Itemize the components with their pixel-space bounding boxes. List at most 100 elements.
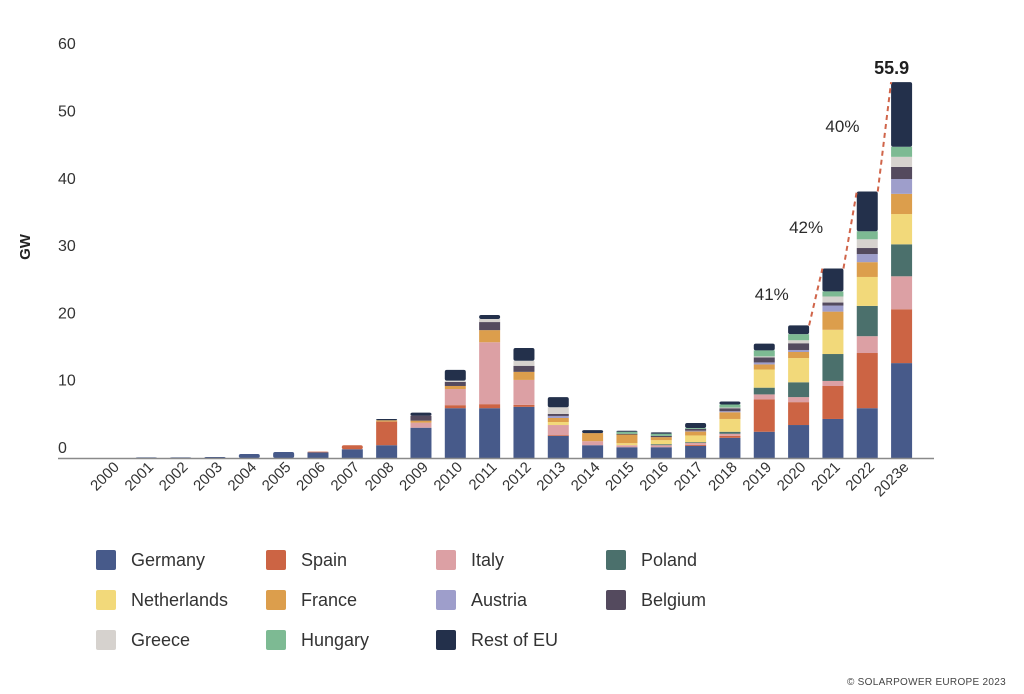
legend-swatch bbox=[266, 590, 286, 610]
bar-stack bbox=[547, 397, 569, 458]
bar-segment-spain bbox=[822, 385, 844, 419]
growth-dashed-line bbox=[808, 268, 824, 326]
bar-stack bbox=[479, 314, 501, 458]
bar-segment-italy bbox=[616, 445, 638, 448]
bar-segment-italy bbox=[547, 425, 569, 436]
bar-segment-spain bbox=[685, 444, 707, 446]
bar-segment-france bbox=[376, 420, 398, 422]
bar-segment-france bbox=[547, 417, 569, 422]
legend-swatch bbox=[436, 590, 456, 610]
bar-segment-belgium bbox=[616, 433, 638, 435]
bar-segment-rest-of-eu bbox=[891, 82, 913, 147]
legend-label: Netherlands bbox=[131, 589, 229, 610]
bar-segment-belgium bbox=[719, 408, 741, 412]
bar-segment-poland bbox=[788, 382, 810, 398]
bar-segment-rest-of-eu bbox=[685, 423, 707, 429]
bar-segment-germany bbox=[341, 449, 363, 458]
bar-segment-greece bbox=[719, 407, 741, 409]
y-tick-label: 30 bbox=[58, 238, 76, 255]
bar-segment-greece bbox=[753, 356, 775, 358]
bar-segment-hungary bbox=[685, 428, 707, 429]
bar-segment-germany bbox=[444, 408, 466, 458]
bar-segment-netherlands bbox=[616, 443, 638, 446]
growth-rate-label: 42% bbox=[789, 218, 823, 237]
x-tick-label: 2010 bbox=[431, 459, 467, 495]
bar-segment-greece bbox=[479, 319, 501, 323]
bar-segment-spain bbox=[479, 404, 501, 409]
bar-segment-belgium bbox=[788, 343, 810, 350]
growth-rate-label: 40% bbox=[825, 117, 859, 136]
bar-segment-rest-of-eu bbox=[753, 343, 775, 351]
bar-segment-hungary bbox=[719, 404, 741, 408]
legend-swatch bbox=[266, 550, 286, 570]
bar-segment-austria bbox=[685, 430, 707, 432]
bar-stack bbox=[719, 401, 741, 458]
bar-segment-netherlands bbox=[891, 214, 913, 245]
bar-segment-spain bbox=[788, 402, 810, 426]
legend-swatch bbox=[436, 550, 456, 570]
bar-segment-rest-of-eu bbox=[376, 418, 398, 421]
bar-segment-germany bbox=[376, 445, 398, 458]
bar-segment-germany bbox=[856, 408, 878, 458]
bar-segment-germany bbox=[238, 453, 260, 458]
y-tick-label: 40 bbox=[58, 171, 76, 188]
legend-label: Hungary bbox=[301, 629, 370, 650]
bar-segment-greece bbox=[444, 380, 466, 382]
x-tick-label: 2002 bbox=[156, 459, 192, 495]
bar-segment-hungary bbox=[788, 334, 810, 341]
bar-segment-austria bbox=[856, 254, 878, 263]
bar-segment-hungary bbox=[822, 291, 844, 297]
legend-label: Poland bbox=[641, 549, 698, 570]
bar-segment-france bbox=[444, 385, 466, 390]
legend-label: Italy bbox=[471, 549, 505, 570]
bar-segment-poland bbox=[685, 442, 707, 443]
bar-segment-rest-of-eu bbox=[582, 430, 604, 434]
bar-segment-belgium bbox=[891, 166, 913, 180]
bar-segment-belgium bbox=[822, 302, 844, 306]
y-axis-label: GW bbox=[17, 233, 34, 260]
bar-segment-spain bbox=[719, 435, 741, 438]
legend-item: Rest of EU bbox=[436, 629, 606, 651]
bar-segment-greece bbox=[856, 239, 878, 249]
bar-segment-poland bbox=[650, 444, 672, 446]
bar-segment-poland bbox=[822, 354, 844, 381]
bar-stack bbox=[788, 325, 810, 458]
bar-segment-belgium bbox=[650, 435, 672, 438]
bar-segment-poland bbox=[753, 387, 775, 395]
legend: Germany Spain Italy Poland Netherlands France… bbox=[96, 549, 776, 651]
x-tick-label: 2021 bbox=[808, 459, 844, 495]
bar-segment-germany bbox=[582, 445, 604, 458]
bar-segment-rest-of-eu bbox=[547, 397, 569, 408]
x-tick-label: 2006 bbox=[293, 459, 329, 495]
bar-segment-germany bbox=[822, 418, 844, 458]
bar-segment-spain bbox=[341, 445, 363, 450]
bar-segment-belgium bbox=[444, 381, 466, 386]
bar-segment-germany bbox=[650, 447, 672, 458]
bar-segment-italy bbox=[513, 379, 535, 405]
bar-stack bbox=[376, 418, 398, 458]
bar-stack bbox=[238, 453, 260, 458]
x-tick-label: 2001 bbox=[122, 459, 158, 495]
bar-segment-italy bbox=[582, 441, 604, 446]
bar-segment-rest-of-eu bbox=[513, 347, 535, 361]
legend-swatch bbox=[436, 630, 456, 650]
bar-stack bbox=[856, 191, 878, 458]
x-tick-label: 2009 bbox=[396, 459, 432, 495]
bar-segment-germany bbox=[307, 452, 329, 458]
bar-stack bbox=[891, 82, 913, 458]
growth-annotations: 41% 42% 40% 55.9 bbox=[755, 58, 909, 326]
bar-segment-belgium bbox=[547, 413, 569, 416]
bar-segment-greece bbox=[513, 360, 535, 366]
bar-segment-italy bbox=[444, 389, 466, 406]
y-tick-label: 0 bbox=[58, 440, 67, 457]
legend-swatch bbox=[96, 590, 116, 610]
bar-segment-spain bbox=[891, 309, 913, 364]
x-tick-label: 2011 bbox=[466, 459, 501, 494]
legend-swatch bbox=[606, 590, 626, 610]
bar-segment-france bbox=[582, 433, 604, 442]
bar-segment-netherlands bbox=[685, 435, 707, 443]
bar-segment-hungary bbox=[753, 350, 775, 357]
legend-item: France bbox=[266, 589, 436, 611]
legend-item: Netherlands bbox=[96, 589, 266, 611]
bar-segment-spain bbox=[376, 421, 398, 446]
